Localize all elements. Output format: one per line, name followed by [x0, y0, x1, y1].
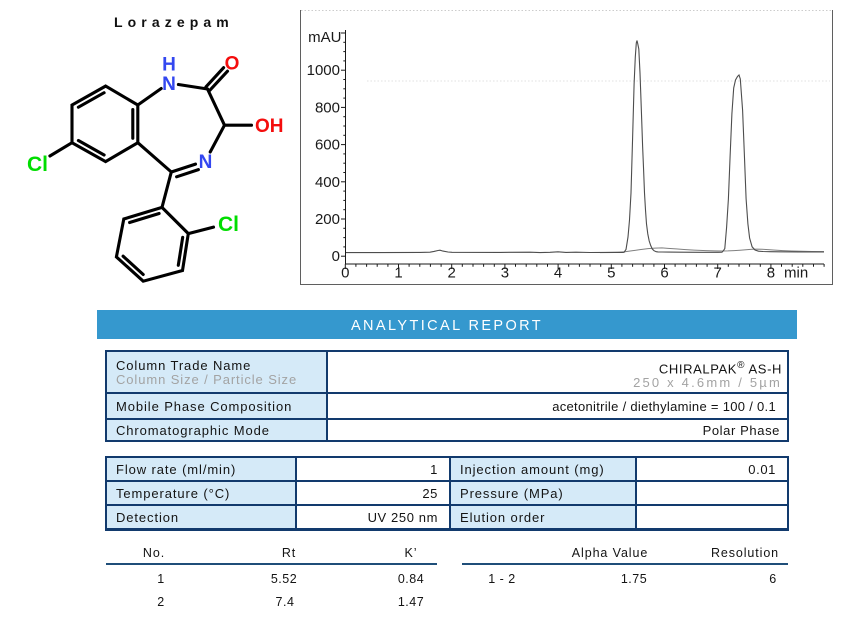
svg-text:0: 0 [332, 248, 340, 265]
svg-text:H: H [162, 55, 176, 76]
svg-text:N: N [199, 152, 213, 173]
svg-text:Cl: Cl [27, 153, 48, 176]
svg-text:1: 1 [394, 265, 402, 282]
svg-text:800: 800 [315, 99, 340, 116]
svg-text:4: 4 [554, 265, 562, 282]
svg-text:600: 600 [315, 137, 340, 154]
svg-text:3: 3 [501, 265, 509, 282]
svg-text:5: 5 [607, 265, 615, 282]
svg-text:200: 200 [315, 211, 340, 228]
svg-text:OH: OH [255, 116, 284, 137]
svg-text:6: 6 [660, 265, 668, 282]
svg-text:400: 400 [315, 174, 340, 191]
svg-text:1000: 1000 [307, 62, 340, 79]
svg-text:0: 0 [341, 265, 349, 282]
svg-text:mAU: mAU [308, 29, 341, 46]
svg-text:Cl: Cl [218, 213, 239, 236]
svg-text:7: 7 [714, 265, 722, 282]
svg-text:8: 8 [767, 265, 775, 282]
svg-text:min: min [784, 265, 808, 282]
svg-text:2: 2 [448, 265, 456, 282]
svg-text:N: N [162, 74, 176, 95]
svg-text:O: O [225, 54, 240, 75]
